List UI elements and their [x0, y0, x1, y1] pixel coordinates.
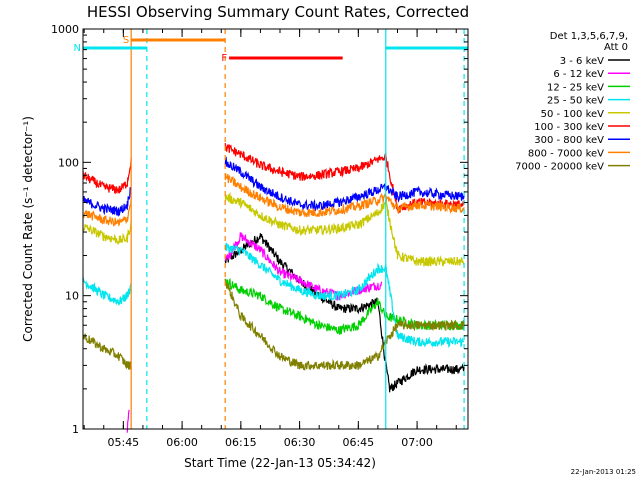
legend-label-5: 100 - 300 keV: [534, 122, 604, 133]
legend-entries: 3 - 6 keV 6 - 12 keV 12 - 25 keV 25 - 50 ke…: [515, 56, 630, 173]
series-line-3-seg-0: [82, 276, 132, 306]
x-tick-label-5: 07:00: [401, 436, 433, 449]
series-line-0-seg-0: [224, 233, 465, 393]
flag-label-2: F: [221, 53, 227, 64]
flag-label-1: N: [74, 43, 81, 54]
flag-label-0: S: [123, 35, 129, 46]
series-line-4-seg-0: [82, 219, 132, 246]
series-line-7-seg-0: [82, 196, 132, 227]
x-tick-label-3: 06:30: [284, 436, 316, 449]
vertical-markers: [130, 29, 465, 429]
y-axis-label: Corrected Count Rate (s⁻¹ detector⁻¹): [21, 116, 35, 342]
legend-label-2: 12 - 25 keV: [547, 82, 604, 93]
legend-header-line-2: Att 0: [604, 42, 628, 53]
plot-area: S N F 05:45 06:00 06:15 06:30 06:45 07:00 1 10 10…: [51, 23, 469, 449]
x-tick-label-2: 06:15: [225, 436, 257, 449]
plot-frame: [82, 28, 469, 430]
series-line-5-seg-1: [224, 142, 465, 214]
flag-bars: S N F: [74, 35, 468, 64]
chart-title: HESSI Observing Summary Count Rates, Cor…: [87, 3, 469, 21]
y-tick-label-1: 10: [65, 290, 79, 303]
y-tick-label-2: 100: [58, 156, 79, 169]
y-tick-label-0: 1: [72, 423, 79, 436]
y-axis-ticks: 1 10 100 1000: [51, 23, 468, 436]
legend-header-line-1: Det 1,3,5,6,7,9,: [550, 31, 628, 42]
legend-label-8: 7000 - 20000 keV: [515, 162, 604, 173]
series-line-1-seg-0: [126, 409, 130, 433]
footer-timestamp: 22-Jan-2013 01:25: [571, 468, 636, 476]
x-tick-label-0: 05:45: [107, 436, 139, 449]
legend-label-6: 300 - 800 keV: [534, 135, 604, 146]
y-tick-label-3: 1000: [51, 23, 79, 36]
x-axis-ticks: 05:45 06:00 06:15 06:30 06:45 07:00: [83, 29, 457, 449]
series-line-6-seg-0: [82, 187, 132, 217]
legend-label-1: 6 - 12 keV: [553, 69, 604, 80]
x-tick-label-4: 06:45: [342, 436, 374, 449]
legend-label-4: 50 - 100 keV: [541, 109, 605, 120]
legend-label-7: 800 - 7000 keV: [528, 148, 604, 159]
series-layer: [82, 142, 465, 433]
series-line-8-seg-0: [82, 333, 132, 371]
series-line-7-seg-1: [224, 173, 465, 218]
series-line-5-seg-0: [82, 157, 132, 195]
series-line-3-seg-1: [224, 242, 465, 348]
x-axis-label: Start Time (22-Jan-13 05:34:42): [184, 456, 376, 470]
series-line-8-seg-1: [224, 278, 465, 372]
x-tick-label-1: 06:00: [166, 436, 198, 449]
series-line-6-seg-1: [224, 156, 465, 212]
legend-label-0: 3 - 6 keV: [560, 56, 604, 67]
series-line-4-seg-1: [224, 191, 465, 267]
legend-label-3: 25 - 50 keV: [547, 96, 604, 107]
legend: Det 1,3,5,6,7,9, Att 0 3 - 6 keV 6 - 12 k…: [515, 31, 630, 173]
